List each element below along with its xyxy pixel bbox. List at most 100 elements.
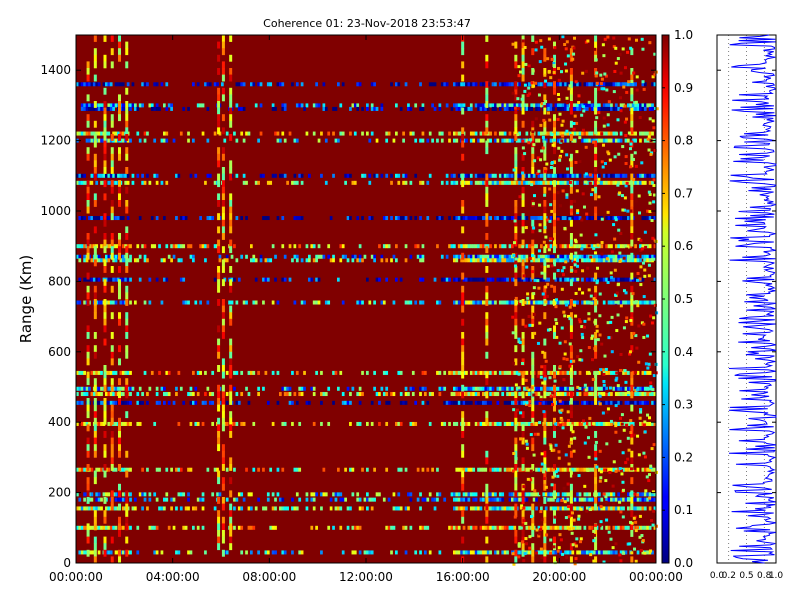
heatmap-cell <box>482 277 485 282</box>
heatmap-cell <box>409 497 413 502</box>
heatmap-cell <box>626 209 630 213</box>
heatmap-cell <box>564 386 567 391</box>
heatmap-cell <box>337 82 340 87</box>
heatmap-cell <box>619 559 623 563</box>
heatmap-cell <box>532 173 536 178</box>
heatmap-cell <box>554 277 558 282</box>
heatmap-cell <box>310 525 314 530</box>
heatmap-cell <box>407 106 410 111</box>
heatmap-cell <box>327 244 331 249</box>
heatmap-cell <box>622 258 625 263</box>
heatmap-cell <box>421 497 425 502</box>
heatmap-cell <box>86 477 90 485</box>
heatmap-cell <box>179 492 183 497</box>
heatmap-cell <box>107 370 111 375</box>
heatmap-cell <box>617 216 621 221</box>
heatmap-cell <box>80 506 84 511</box>
heatmap-cell <box>134 106 137 111</box>
heatmap-cell <box>259 82 263 87</box>
heatmap-cell <box>544 300 548 304</box>
heatmap-cell <box>264 216 268 221</box>
heatmap-cell <box>100 300 103 305</box>
heatmap-cell <box>615 376 619 380</box>
heatmap-cell <box>577 474 581 478</box>
heatmap-cell <box>598 173 601 178</box>
heatmap-cell <box>514 226 518 234</box>
heatmap-cell <box>208 216 212 221</box>
heatmap-cell <box>489 138 492 143</box>
heatmap-cell <box>103 219 107 227</box>
heatmap-cell <box>622 103 625 108</box>
heatmap-cell <box>643 254 647 259</box>
heatmap-cell <box>598 292 602 296</box>
heatmap-cell <box>189 173 193 178</box>
heatmap-cell <box>560 287 564 291</box>
heatmap-cell <box>514 483 518 491</box>
heatmap-cell <box>192 392 195 397</box>
heatmap-cell <box>598 138 601 143</box>
heatmap-cell <box>648 180 652 185</box>
heatmap-cell <box>593 550 596 555</box>
heatmap-cell <box>414 550 418 555</box>
heatmap-cell <box>537 106 541 111</box>
heatmap-cell <box>235 370 239 375</box>
heatmap-cell <box>594 338 598 346</box>
heatmap-cell <box>579 422 583 426</box>
heatmap-cell <box>103 516 107 524</box>
heatmap-cell <box>189 421 193 426</box>
heatmap-cell <box>566 550 570 555</box>
heatmap-cell <box>648 192 652 196</box>
heatmap-cell <box>624 184 628 188</box>
heatmap-cell <box>477 103 480 108</box>
heatmap-cell <box>426 497 430 502</box>
heatmap-cell <box>554 103 558 108</box>
heatmap-cell <box>373 106 376 111</box>
heatmap-cell <box>598 216 601 221</box>
heatmap-cell <box>519 411 523 415</box>
heatmap-cell <box>543 226 547 234</box>
heatmap-cell <box>641 180 645 185</box>
heatmap-cell <box>85 392 89 397</box>
heatmap-cell <box>125 61 129 69</box>
heatmap-cell <box>543 351 547 359</box>
heatmap-cell <box>428 82 432 87</box>
heatmap-cell <box>390 392 393 397</box>
heatmap-cell <box>573 300 577 305</box>
heatmap-cell <box>97 525 101 530</box>
heatmap-cell <box>217 246 221 254</box>
heatmap-cell <box>450 525 454 530</box>
heatmap-cell <box>339 258 343 263</box>
heatmap-cell <box>428 131 432 136</box>
heatmap-cell <box>545 218 549 222</box>
heatmap-cell <box>78 254 82 259</box>
heatmap-cell <box>208 392 212 397</box>
heatmap-cell <box>598 106 601 111</box>
heatmap-cell <box>564 47 568 51</box>
heatmap-cell <box>603 37 607 41</box>
heatmap-cell <box>107 138 111 143</box>
heatmap-cell <box>618 251 622 255</box>
heatmap-cell <box>148 103 152 108</box>
heatmap-cell <box>192 370 195 375</box>
heatmap-cell <box>537 131 541 136</box>
heatmap-cell <box>404 400 408 405</box>
heatmap-cell <box>582 109 586 113</box>
heatmap-cell <box>628 147 632 151</box>
heatmap-cell <box>428 421 432 426</box>
heatmap-cell <box>566 180 570 185</box>
heatmap-cell <box>109 103 113 108</box>
heatmap-cell <box>576 506 579 511</box>
heatmap-cell <box>141 506 144 511</box>
heatmap-cell <box>118 345 121 353</box>
heatmap-cell <box>643 258 647 262</box>
heatmap-cell <box>543 377 547 381</box>
heatmap-cell <box>531 147 535 155</box>
heatmap-cell <box>628 350 632 354</box>
heatmap-cell <box>153 421 157 426</box>
heatmap-cell <box>521 153 525 161</box>
heatmap-cell <box>366 131 369 136</box>
heatmap-cell <box>419 138 422 143</box>
heatmap-cell <box>76 370 79 375</box>
heatmap-cell <box>521 299 525 306</box>
heatmap-cell <box>571 386 575 391</box>
